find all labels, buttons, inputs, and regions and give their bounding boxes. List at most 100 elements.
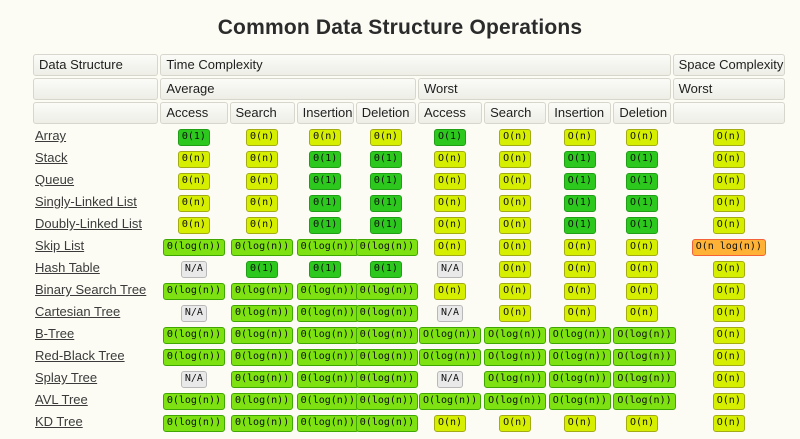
complexity-cell: O(log(n)) [613,368,676,388]
complexity-badge: O(n) [433,217,467,234]
complexity-cell: O(log(n)) [418,390,482,410]
data-structure-cell: Skip List [33,236,158,256]
complexity-cell: O(n) [673,170,785,190]
complexity-cell: O(log(n)) [548,368,611,388]
complexity-badge: Θ(log(n)) [162,283,225,300]
complexity-cell: Θ(n) [230,214,295,234]
complexity-badge: N/A [180,305,207,322]
complexity-badge: Θ(n) [246,195,279,212]
header-average: Average [160,78,416,100]
complexity-badge: O(n) [433,195,467,212]
complexity-cell: O(n) [418,148,482,168]
complexity-cell: Θ(log(n)) [296,368,359,388]
complexity-cell: Θ(log(n)) [355,368,418,388]
table-row: AVL Tree Θ(log(n)) Θ(log(n)) Θ(log(n)) Θ(log… [33,390,785,410]
complexity-cell: Θ(log(n)) [230,280,295,300]
complexity-badge: O(n) [712,261,745,278]
row-link-array[interactable]: Array [35,128,67,143]
row-link-doubly-linked-list[interactable]: Doubly-Linked List [35,216,142,231]
row-link-singly-linked-list[interactable]: Singly-Linked List [35,194,137,209]
complexity-badge: O(1) [625,217,659,234]
complexity-cell: O(1) [548,192,611,212]
complexity-cell: N/A [418,368,482,388]
complexity-badge: Θ(n) [246,151,279,168]
complexity-badge: N/A [437,261,464,278]
complexity-cell: O(n) [613,126,670,146]
header-row-case: Average Worst Worst [33,78,785,100]
complexity-badge: O(n) [712,151,745,168]
complexity-cell: Θ(log(n)) [296,346,359,366]
table-row: Singly-Linked List Θ(n) Θ(n) Θ(1) Θ(1) O(n) O(… [33,192,785,212]
header-op-worst-insertion: Insertion [548,102,612,124]
complexity-badge: Θ(log(n)) [296,305,359,322]
table-row: Cartesian Tree N/A Θ(log(n)) Θ(log(n)) Θ(log… [33,302,785,322]
complexity-cell: O(n) [673,126,785,146]
complexity-cell: O(log(n)) [613,324,676,344]
header-worst-space: Worst [672,78,785,100]
complexity-cell: O(log(n)) [484,368,547,388]
complexity-badge: O(n) [499,283,532,300]
complexity-cell: O(n) [484,148,546,168]
complexity-cell: O(n) [673,192,785,212]
row-link-cartesian-tree[interactable]: Cartesian Tree [35,304,121,319]
header-op-avg-search: Search [229,102,295,124]
complexity-badge: Θ(1) [309,173,342,190]
empty-header-cell [33,78,159,100]
complexity-cell: O(log(n)) [613,390,676,410]
data-structure-cell: Array [33,126,158,146]
complexity-badge: N/A [180,371,207,388]
complexity-badge: Θ(log(n)) [162,239,225,256]
complexity-badge: O(n) [433,415,467,432]
table-row: Binary Search Tree Θ(log(n)) Θ(log(n)) Θ(lo… [33,280,785,300]
row-link-stack[interactable]: Stack [35,150,68,165]
complexity-cell: Θ(n) [160,148,227,168]
complexity-cell: Θ(1) [356,258,416,278]
complexity-badge: Θ(log(n)) [230,393,294,410]
row-link-hash-table[interactable]: Hash Table [35,260,100,275]
data-structure-cell: Red-Black Tree [33,346,158,366]
complexity-cell: O(n) [484,192,546,212]
data-structure-cell: AVL Tree [33,390,158,410]
row-link-avl-tree[interactable]: AVL Tree [35,392,88,407]
table-row: Doubly-Linked List Θ(n) Θ(n) Θ(1) Θ(1) O(n) O(… [33,214,785,234]
complexity-badge: Θ(log(n)) [355,393,418,410]
complexity-cell: Θ(1) [297,258,354,278]
header-op-avg-deletion: Deletion [355,102,416,124]
row-link-splay-tree[interactable]: Splay Tree [35,370,98,385]
row-link-red-black-tree[interactable]: Red-Black Tree [35,348,125,363]
header-op-avg-insertion: Insertion [296,102,354,124]
page-title: Common Data Structure Operations [217,16,583,39]
row-link-queue[interactable]: Queue [35,172,75,187]
complexity-cell: O(n) [673,148,785,168]
complexity-badge: Θ(log(n)) [355,239,418,256]
complexity-badge: O(n) [499,195,532,212]
complexity-cell: O(log(n)) [418,346,482,366]
row-link-b-tree[interactable]: B-Tree [35,326,75,341]
complexity-badge: O(1) [563,151,596,168]
row-link-binary-search-tree[interactable]: Binary Search Tree [35,282,147,297]
complexity-badge: Θ(log(n)) [355,305,418,322]
complexity-badge: Θ(1) [177,129,210,146]
complexity-cell: N/A [160,258,227,278]
complexity-badge: O(log(n)) [484,327,547,344]
complexity-cell: O(log(n)) [548,346,611,366]
complexity-badge: O(n) [433,173,467,190]
complexity-cell: N/A [418,258,482,278]
table-row: Hash Table N/A Θ(1) Θ(1) Θ(1) N/A O(n) O(n) O(n)… [33,258,785,278]
complexity-badge: O(n) [712,327,745,344]
complexity-cell: O(n) [548,302,611,322]
complexity-badge: O(1) [625,195,659,212]
row-link-kd-tree[interactable]: KD Tree [35,414,83,429]
complexity-cell: O(n) [673,368,785,388]
complexity-cell: O(n) [484,170,546,190]
complexity-badge: Θ(n) [309,129,342,146]
complexity-badge: O(n) [625,415,659,432]
complexity-cell: O(n) [613,236,670,256]
complexity-cell: O(n) [673,214,785,234]
row-link-skip-list[interactable]: Skip List [35,238,85,253]
complexity-badge: O(n) [499,151,532,168]
complexity-cell: Θ(1) [356,148,416,168]
complexity-badge: Θ(log(n)) [296,393,359,410]
complexity-cell: O(log(n)) [418,324,482,344]
header-row-groups: Data Structure Time Complexity Space Com… [33,54,785,76]
